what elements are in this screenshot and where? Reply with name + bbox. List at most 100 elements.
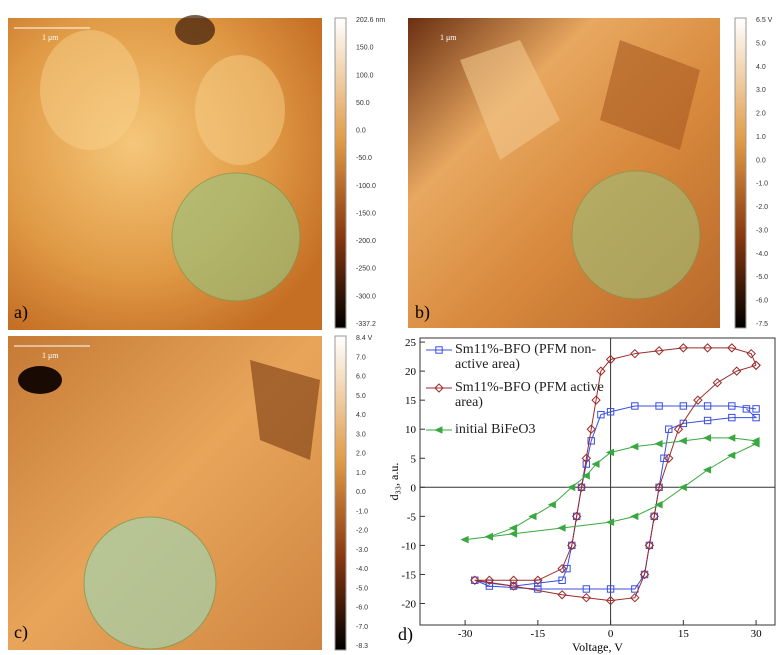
marker [678,343,689,353]
marker [665,425,673,433]
colorbar [734,17,747,329]
marker [664,453,674,463]
colorbar [334,17,347,329]
colorbar-label: -7.5 [756,321,768,328]
marker [654,346,664,356]
colorbar-label: -200.0 [356,238,376,245]
series-line [474,347,757,602]
marker [727,343,737,353]
colorbar-label: -2.0 [756,204,768,211]
colorbar-label: -50.0 [356,155,372,162]
marker [660,454,668,462]
colorbar-label: -250.0 [356,266,376,273]
colorbar-label: 50.0 [356,100,370,107]
colorbar-label: 3.0 [356,431,366,438]
x-tick-label: -15 [531,628,546,640]
x-tick-label: 0 [608,628,614,640]
marker [630,442,639,451]
y-tick-label: 0 [411,482,417,494]
marker [571,511,582,522]
marker [650,512,658,521]
marker [673,424,684,434]
marker [702,434,712,442]
colorbar-label: -3.0 [356,547,368,554]
colorbar-label: 0.0 [756,157,766,164]
highlight-circle [83,516,217,650]
y-tick-label: -10 [401,540,416,552]
panel-d: -30 -15 0 15 30 -20 -15 -10 -5 0 5 10 15 20 25 Voltage,… [387,337,776,654]
x-tick-label: 30 [751,628,763,640]
colorbar-label: 6.0 [356,374,366,381]
marker [655,402,663,410]
colorbar-label: -6.0 [356,605,368,612]
marker [605,354,616,365]
colorbar-label: 202.6 nm [356,17,385,24]
colorbar-label: -5.0 [356,585,368,592]
marker [605,518,615,526]
marker [605,448,615,457]
y-tick-label: 5 [411,453,417,465]
marker [731,366,742,376]
marker [693,395,703,405]
y-tick-label: -5 [407,511,417,523]
colorbar-label: -300.0 [356,293,376,300]
colorbar-label: -3.0 [756,227,768,234]
colorbar-label: -8.3 [356,643,368,650]
x-tick-label: 15 [678,628,690,640]
colorbar-label: 6.5 V [756,17,773,24]
marker [582,585,591,593]
marker [703,416,712,425]
colorbar-label: -100.0 [356,183,376,190]
marker [534,585,542,593]
grain [195,55,285,165]
marker [576,482,587,493]
marker [567,483,576,492]
colorbar-label: 100.0 [356,72,374,79]
panel-label: d) [398,624,413,645]
marker [558,576,566,584]
colorbar-label: 5.0 [756,40,766,47]
marker [568,541,576,550]
marker [702,343,713,353]
marker [508,575,519,585]
marker [484,532,493,541]
marker [728,413,736,422]
marker [606,408,615,416]
marker [435,346,443,354]
marker [508,581,519,591]
marker [702,466,712,474]
colorbar-label: 4.0 [356,412,366,419]
marker [587,437,595,445]
marker [460,535,469,544]
colorbar-label: 7.0 [356,354,366,361]
legend-label: Sm11%-BFO (PFM non-active area) [455,342,597,372]
marker [639,569,650,580]
panel-label: a) [14,302,28,323]
marker [484,575,495,585]
marker [678,483,687,492]
marker [645,541,654,550]
panel-label: c) [14,622,28,643]
marker [557,524,566,532]
y-tick-label: -15 [401,569,416,581]
marker [572,512,581,521]
marker [630,512,639,521]
panel-c: 1 μm c) 8.4 V 7.0 6.0 5.0 4.0 3.0 2.0 1.0 0.0 -1.… [8,335,373,651]
marker [557,563,567,574]
marker [591,395,601,405]
marker [728,402,736,410]
marker [746,348,756,359]
marker [597,410,605,419]
colorbar-label: 3.0 [756,87,766,94]
marker [606,585,615,593]
marker [434,383,444,393]
colorbar-label: -2.0 [356,528,368,535]
colorbar-label: -1.0 [756,181,768,188]
highlight-circle [571,170,701,300]
panel-a: 1 μm a) 202.6 nm 150.0 100.0 50.0 0.0 -50.0 -1… [8,15,385,330]
marker [630,592,640,603]
marker [630,348,640,359]
marker [752,413,760,422]
colorbar-label: -5.0 [756,274,768,281]
marker [751,360,761,371]
